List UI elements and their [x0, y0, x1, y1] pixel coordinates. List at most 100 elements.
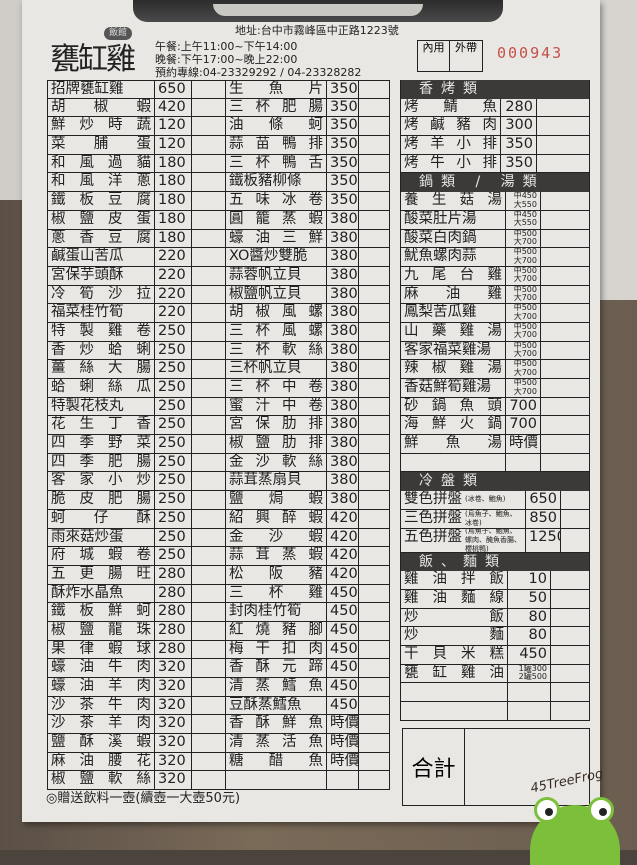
- quantity-field[interactable]: [191, 603, 225, 621]
- quantity-field[interactable]: [191, 397, 225, 416]
- quantity-field[interactable]: [560, 528, 590, 552]
- takeout-checkbox[interactable]: 外帶: [455, 41, 477, 54]
- quantity-field[interactable]: [191, 266, 225, 285]
- quantity-field[interactable]: [358, 81, 390, 98]
- quantity-field[interactable]: [358, 771, 390, 790]
- quantity-field[interactable]: [358, 136, 390, 154]
- quantity-field[interactable]: [550, 571, 590, 589]
- quantity-field[interactable]: [358, 472, 390, 491]
- quantity-field[interactable]: [191, 360, 225, 378]
- quantity-field[interactable]: [358, 379, 390, 397]
- quantity-field[interactable]: [191, 472, 225, 491]
- quantity-field[interactable]: [358, 509, 390, 528]
- quantity-field[interactable]: [191, 416, 225, 435]
- dine-in-checkbox[interactable]: 內用: [418, 41, 450, 71]
- quantity-field[interactable]: [191, 509, 225, 528]
- quantity-field[interactable]: [191, 696, 225, 715]
- quantity-field[interactable]: [536, 117, 590, 136]
- quantity-field[interactable]: [191, 322, 225, 341]
- quantity-field[interactable]: [191, 154, 225, 173]
- quantity-field[interactable]: [358, 322, 390, 341]
- quantity-field[interactable]: [191, 304, 225, 322]
- quantity-field[interactable]: [358, 435, 390, 453]
- quantity-field[interactable]: [358, 603, 390, 621]
- quantity-field[interactable]: [191, 640, 225, 659]
- quantity-field[interactable]: [536, 98, 590, 117]
- quantity-field[interactable]: [191, 117, 225, 136]
- quantity-field[interactable]: [550, 589, 590, 608]
- quantity-field[interactable]: [540, 266, 590, 285]
- quantity-field[interactable]: [400, 683, 507, 701]
- quantity-field[interactable]: [540, 322, 590, 341]
- quantity-field[interactable]: [191, 341, 225, 360]
- quantity-field[interactable]: [550, 645, 590, 664]
- quantity-field[interactable]: [191, 734, 225, 752]
- quantity-field[interactable]: [358, 416, 390, 435]
- quantity-field[interactable]: [191, 248, 225, 266]
- quantity-field[interactable]: [358, 491, 390, 509]
- quantity-field[interactable]: [358, 659, 390, 677]
- quantity-field[interactable]: [540, 229, 590, 248]
- quantity-field[interactable]: [191, 379, 225, 397]
- quantity-field[interactable]: [191, 547, 225, 565]
- quantity-field[interactable]: [358, 98, 390, 117]
- quantity-field[interactable]: [540, 285, 590, 304]
- quantity-field[interactable]: [358, 547, 390, 565]
- quantity-field[interactable]: [191, 659, 225, 677]
- quantity-field[interactable]: [191, 565, 225, 584]
- quantity-field[interactable]: [358, 752, 390, 771]
- quantity-field[interactable]: [358, 117, 390, 136]
- quantity-field[interactable]: [191, 771, 225, 790]
- quantity-field[interactable]: [550, 608, 590, 627]
- quantity-field[interactable]: [191, 136, 225, 154]
- quantity-field[interactable]: [540, 304, 590, 322]
- quantity-field[interactable]: [358, 360, 390, 378]
- quantity-field[interactable]: [540, 416, 590, 435]
- quantity-field[interactable]: [540, 397, 590, 416]
- quantity-field[interactable]: [358, 210, 390, 229]
- quantity-field[interactable]: [540, 453, 590, 472]
- quantity-field[interactable]: [191, 81, 225, 98]
- quantity-field[interactable]: [358, 173, 390, 192]
- quantity-field[interactable]: [191, 435, 225, 453]
- quantity-field[interactable]: [358, 621, 390, 640]
- quantity-field[interactable]: [191, 285, 225, 304]
- quantity-field[interactable]: [358, 696, 390, 715]
- quantity-field[interactable]: [507, 702, 550, 720]
- quantity-field[interactable]: [191, 229, 225, 248]
- quantity-field[interactable]: [191, 584, 225, 603]
- quantity-field[interactable]: [358, 229, 390, 248]
- quantity-field[interactable]: [191, 210, 225, 229]
- quantity-field[interactable]: [550, 683, 590, 701]
- quantity-field[interactable]: [550, 702, 590, 720]
- quantity-field[interactable]: [358, 341, 390, 360]
- quantity-field[interactable]: [540, 379, 590, 397]
- total-field[interactable]: [465, 729, 589, 805]
- quantity-field[interactable]: [536, 154, 590, 173]
- quantity-field[interactable]: [191, 453, 225, 472]
- quantity-field[interactable]: [507, 683, 550, 701]
- quantity-field[interactable]: [191, 528, 225, 547]
- quantity-field[interactable]: [358, 565, 390, 584]
- quantity-field[interactable]: [191, 192, 225, 210]
- quantity-field[interactable]: [191, 173, 225, 192]
- quantity-field[interactable]: [358, 584, 390, 603]
- quantity-field[interactable]: [358, 397, 390, 416]
- quantity-field[interactable]: [191, 752, 225, 771]
- quantity-field[interactable]: [400, 702, 507, 720]
- quantity-field[interactable]: [191, 621, 225, 640]
- quantity-field[interactable]: [191, 491, 225, 509]
- quantity-field[interactable]: [358, 528, 390, 547]
- quantity-field[interactable]: [358, 640, 390, 659]
- quantity-field[interactable]: [536, 136, 590, 154]
- quantity-field[interactable]: [540, 341, 590, 360]
- quantity-field[interactable]: [191, 715, 225, 734]
- quantity-field[interactable]: [550, 627, 590, 645]
- quantity-field[interactable]: [540, 360, 590, 378]
- quantity-field[interactable]: [358, 304, 390, 322]
- quantity-field[interactable]: [358, 192, 390, 210]
- quantity-field[interactable]: [191, 678, 225, 696]
- quantity-field[interactable]: [358, 266, 390, 285]
- quantity-field[interactable]: [358, 285, 390, 304]
- quantity-field[interactable]: [358, 248, 390, 266]
